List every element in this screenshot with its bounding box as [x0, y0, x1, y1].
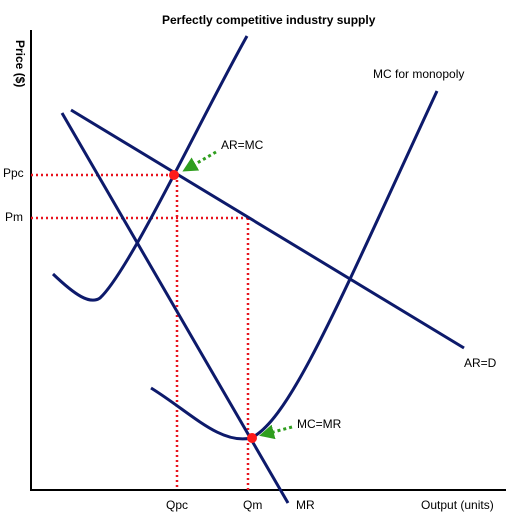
x-axis-label: Output (units): [421, 498, 494, 512]
pm-tick-label: Pm: [5, 210, 23, 224]
diagram-title: Perfectly competitive industry supply: [162, 13, 376, 27]
industry-supply-curve: [51, 35, 249, 302]
mc-mr-point: [247, 433, 257, 443]
mc-mr-arrow: [259, 424, 293, 440]
ar-d-label: AR=D: [464, 356, 497, 370]
ppc-tick-label: Ppc: [3, 166, 24, 180]
mc-monopoly-label: MC for monopoly: [373, 67, 464, 81]
qpc-tick-label: Qpc: [166, 498, 188, 512]
mr-label: MR: [296, 498, 315, 512]
y-axis-label: Price ($): [13, 40, 27, 87]
ar-mc-annotation: AR=MC: [221, 138, 264, 152]
ar-mc-arrow: [182, 150, 217, 172]
mc-monopoly-curve: [150, 90, 439, 441]
ar-mc-point: [169, 170, 179, 180]
qm-tick-label: Qm: [243, 498, 262, 512]
mc-mr-annotation: MC=MR: [297, 417, 342, 431]
ar-d-curve: [70, 108, 465, 350]
